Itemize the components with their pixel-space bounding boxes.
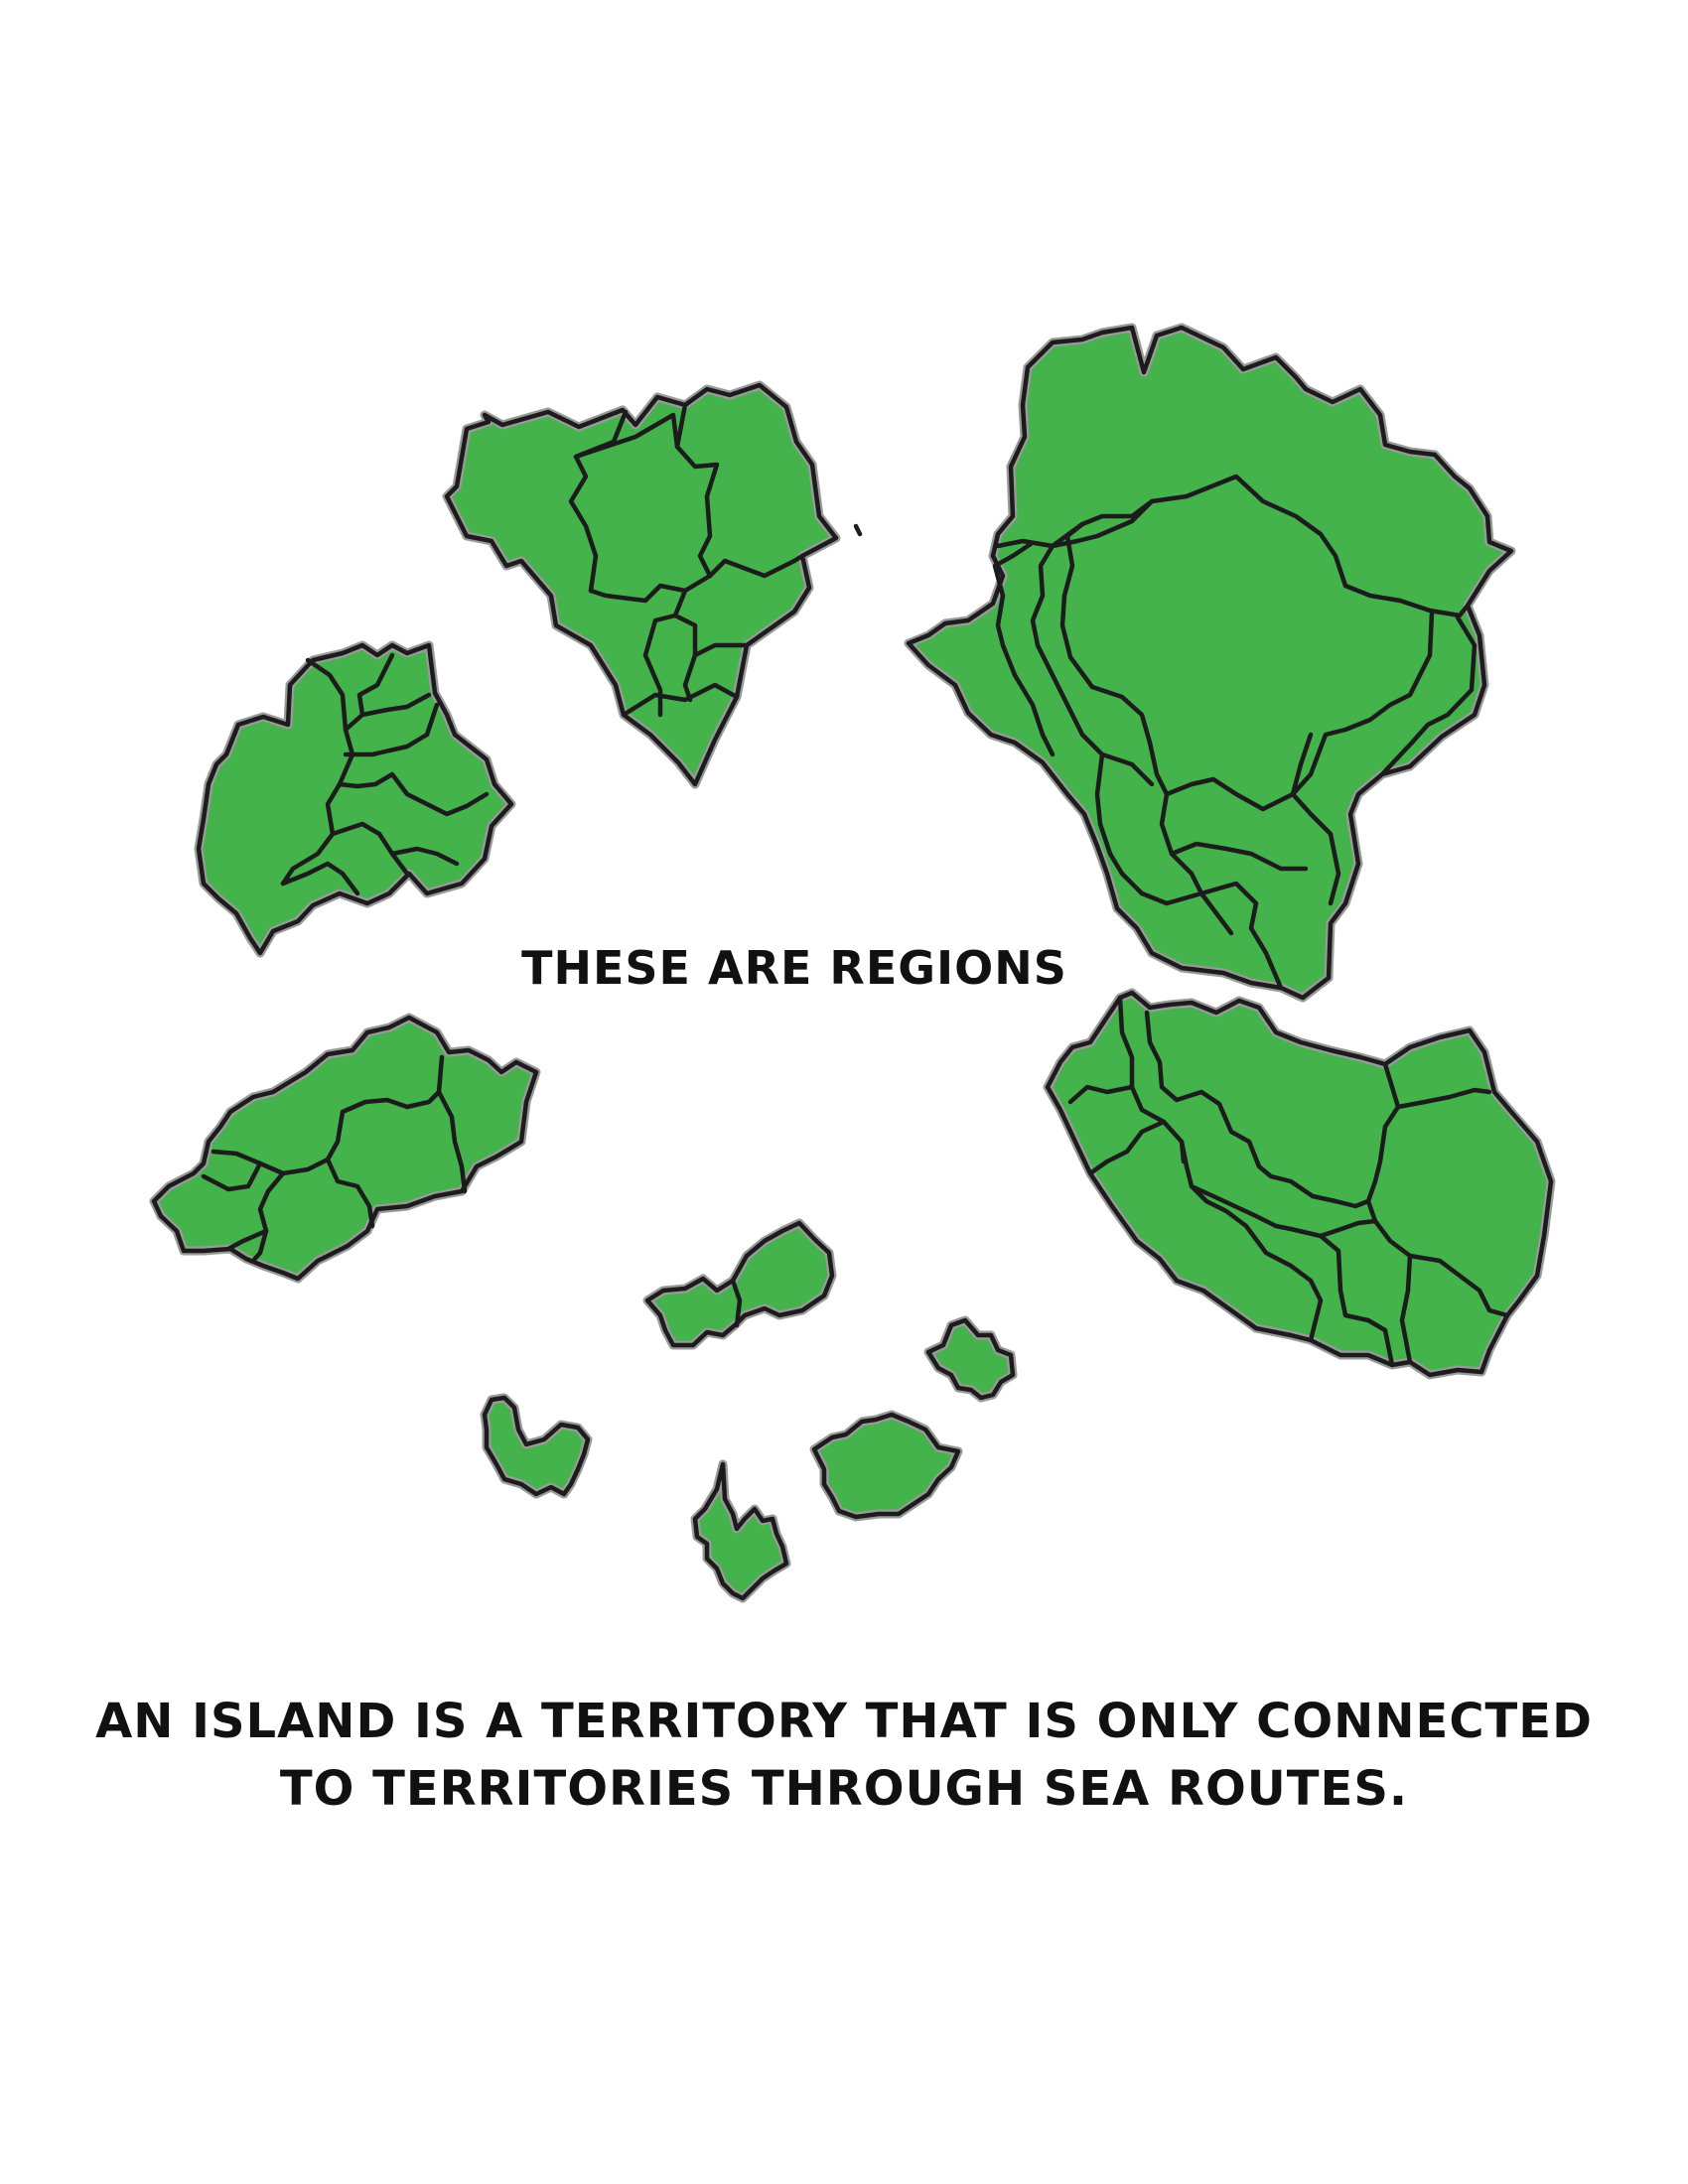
island-south-peninsula [690, 1459, 791, 1603]
map-fragment [853, 523, 863, 537]
region-west [194, 640, 516, 958]
caption-line-1: AN ISLAND IS A TERRITORY THAT IS ONLY CO… [95, 1694, 1593, 1749]
region-southeast [1043, 988, 1556, 1380]
region-southwest [149, 1013, 541, 1284]
island-south-center [809, 1410, 963, 1522]
region-north-center [442, 380, 841, 789]
region-label: THESE ARE REGIONS [521, 941, 1067, 995]
caption-line-2: TO TERRITORIES THROUGH SEA ROUTES. [279, 1761, 1409, 1817]
island-southwest-small [480, 1393, 593, 1499]
caption: AN ISLAND IS A TERRITORY THAT IS ONLY CO… [0, 1688, 1688, 1823]
island-central-pair [642, 1218, 837, 1350]
island-east-small [923, 1315, 1018, 1403]
region-northeast [904, 323, 1516, 1003]
